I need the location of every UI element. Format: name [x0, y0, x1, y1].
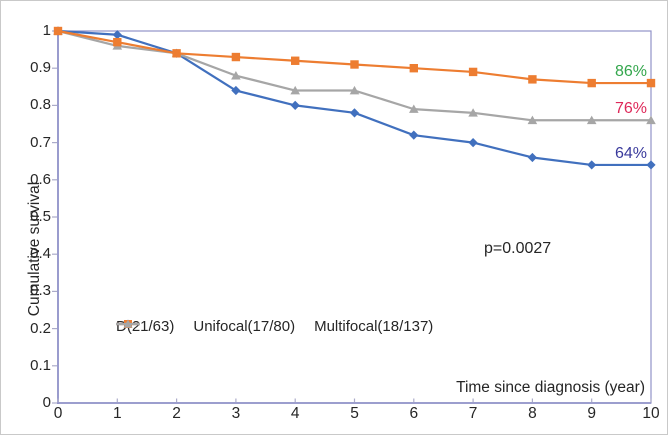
triangle-marker	[290, 85, 300, 95]
x-tick-label: 0	[53, 405, 63, 422]
x-axis-title: Time since diagnosis (year)	[456, 379, 645, 396]
end-label-Unifocal(17/80): 86%	[614, 63, 647, 81]
x-tick-label: 9	[587, 405, 596, 422]
y-tick-label: 0.1	[30, 356, 51, 374]
series-line-D(21/63)	[57, 29, 651, 167]
legend: D(21/63) Unifocal(17/80) Multifocal(18/137…	[116, 318, 433, 335]
square-marker	[113, 37, 122, 47]
y-tick-label: 0.9	[30, 59, 51, 77]
y-tick-label: 0	[42, 394, 51, 411]
diamond-marker	[231, 85, 241, 96]
y-tick-label: 0.2	[30, 319, 51, 337]
y-tick-label: 0.5	[30, 208, 51, 225]
legend-item-Unifocal(17/80): Unifocal(17/80)	[116, 318, 296, 335]
square-marker	[468, 67, 478, 77]
y-tick-label: 0.3	[30, 282, 51, 300]
square-marker	[53, 26, 63, 36]
square-marker	[231, 52, 241, 62]
square-marker	[409, 64, 418, 73]
diamond-marker	[349, 108, 360, 118]
triangle-marker	[527, 115, 538, 125]
diamond-marker	[409, 130, 419, 140]
x-tick-label: 4	[290, 405, 300, 422]
triangle-marker	[586, 115, 597, 125]
x-tick-label: 10	[642, 405, 660, 422]
diamond-marker	[527, 152, 537, 163]
x-tick-label: 8	[528, 405, 537, 422]
diamond-marker	[290, 100, 300, 110]
x-tick-label: 2	[172, 405, 181, 422]
x-tick-label: 1	[112, 405, 122, 422]
series-line-Unifocal(17/80)	[57, 29, 651, 85]
diamond-marker	[587, 160, 597, 170]
square-marker	[350, 60, 359, 69]
square-marker	[587, 78, 596, 88]
p-value-annotation: p=0.0027	[484, 240, 552, 257]
square-marker	[172, 49, 181, 58]
triangle-marker	[409, 104, 419, 113]
y-tick-label: 1	[42, 22, 51, 39]
end-label-D(21/63): 64%	[614, 144, 647, 162]
legend-label: Multifocal(18/137)	[314, 318, 434, 335]
diamond-marker	[468, 138, 478, 148]
square-marker	[291, 56, 300, 65]
diamond-marker	[646, 160, 656, 170]
y-tick-label: 0.4	[30, 245, 51, 263]
triangle-legend-swatch-icon	[116, 319, 140, 328]
end-label-Multifocal(18/137): 76%	[614, 100, 647, 118]
triangle-marker	[646, 115, 656, 125]
x-tick-label: 7	[468, 405, 478, 422]
y-tick-label: 0.8	[30, 96, 51, 114]
square-marker	[528, 75, 537, 84]
legend-item-Multifocal(18/137): Multifocal(18/137)	[116, 318, 434, 335]
triangle-marker	[231, 71, 241, 80]
triangle-marker	[468, 108, 478, 117]
x-tick-label: 6	[409, 405, 419, 422]
x-tick-label: 5	[350, 405, 359, 422]
diamond-marker	[112, 30, 122, 40]
x-tick-label: 3	[231, 405, 241, 422]
y-tick-label: 0.7	[30, 133, 51, 151]
triangle-marker	[349, 85, 360, 95]
legend-label: Unifocal(17/80)	[193, 318, 296, 335]
y-tick-label: 0.6	[30, 170, 51, 188]
square-marker	[646, 78, 656, 88]
